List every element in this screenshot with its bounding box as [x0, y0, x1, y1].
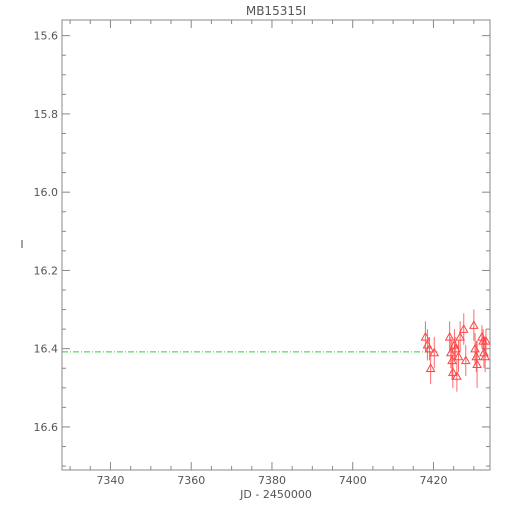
data-point	[450, 343, 461, 353]
x-tick-label: 7380	[258, 474, 286, 487]
data-point	[429, 347, 440, 357]
data-point	[468, 320, 479, 329]
y-tick-label: 15.8	[34, 108, 59, 121]
data-point	[449, 339, 460, 349]
data-point	[477, 331, 487, 341]
chart-title: MB15315I	[246, 4, 306, 18]
data-point	[481, 335, 491, 345]
y-tick-label: 16.4	[34, 343, 59, 356]
data-point	[424, 343, 435, 353]
plot-area: 7340 7360 7380 7400 7420 15.6 15.8 16.0 16.2 16.4…	[34, 19, 491, 487]
y-tick-label: 16.6	[34, 421, 59, 434]
y-axis-label: I	[20, 238, 23, 251]
y-tick-label: 16.0	[34, 186, 59, 199]
data-point	[425, 363, 436, 372]
data-point	[480, 351, 491, 361]
data-point	[452, 371, 462, 380]
data-point	[453, 351, 464, 361]
x-axis-label: JD - 2450000	[239, 488, 312, 501]
data-point	[444, 331, 455, 341]
x-tick-label: 7340	[96, 474, 124, 487]
data-point	[472, 359, 482, 369]
data-point	[460, 355, 471, 365]
y-tick-label: 15.6	[34, 30, 59, 43]
y-tick-label: 16.2	[34, 264, 59, 277]
data-point	[458, 324, 469, 333]
data-point	[455, 331, 465, 341]
x-tick-label: 7360	[177, 474, 205, 487]
x-tick-label: 7400	[339, 474, 367, 487]
data-point	[448, 367, 458, 376]
x-tick-label: 7420	[419, 474, 447, 487]
plot-frame	[61, 19, 491, 471]
data-point	[471, 351, 482, 361]
